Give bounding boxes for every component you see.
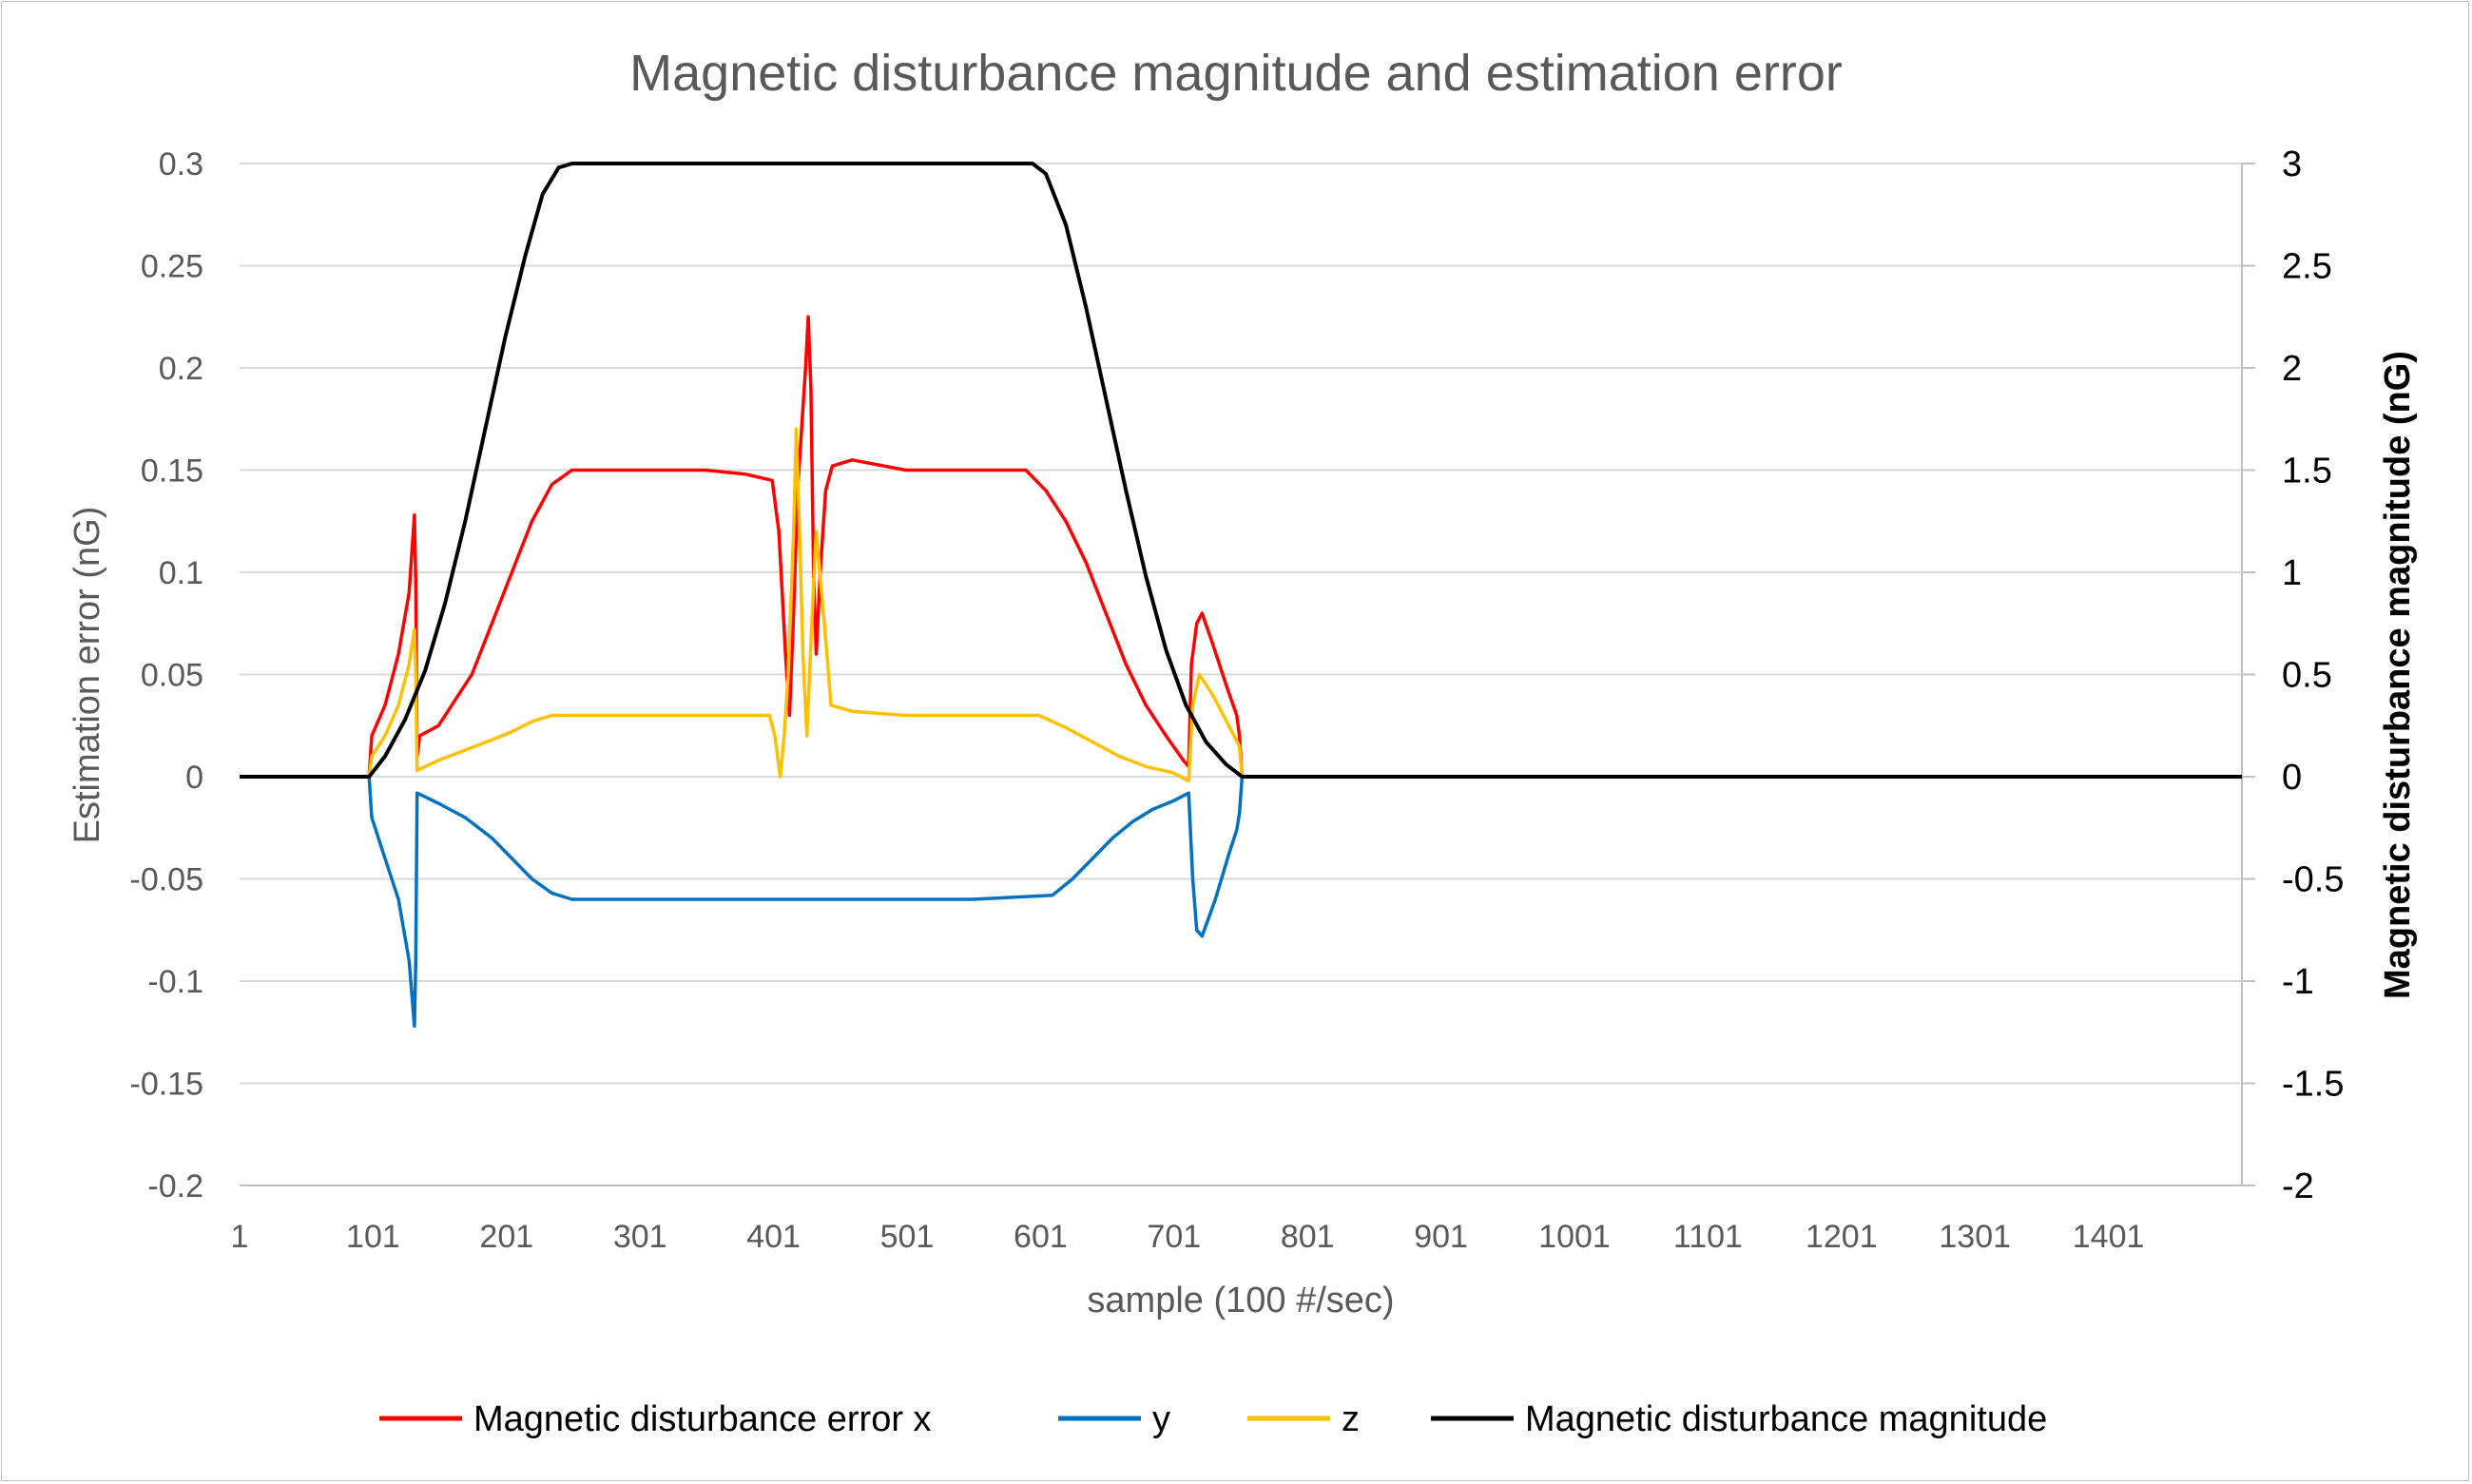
legend-label-2: z — [1342, 1399, 1360, 1439]
x-tick-label: 601 — [1014, 1219, 1068, 1255]
left-axis-ticks: 0.3 0.25 0.2 0.15 0.1 0.05 0 -0.05 -0.1 -0.15 -0.2 — [130, 146, 204, 1205]
x-tick-label: 1401 — [2073, 1219, 2145, 1255]
y-tick-label: 0.25 — [141, 249, 203, 285]
legend-label-3: Magnetic disturbance magnitude — [1525, 1399, 2047, 1439]
series-lines — [240, 162, 2242, 1029]
x-tick-label: 901 — [1414, 1219, 1468, 1255]
x-tick-label: 1201 — [1806, 1219, 1878, 1255]
gridlines — [240, 163, 2242, 1186]
x-tick-label: 501 — [880, 1219, 935, 1255]
y-tick-label: 0.2 — [159, 351, 203, 387]
right-axis-ticks: 3 2.5 2 1.5 1 0.5 0 -0.5 -1 -1.5 -2 — [2242, 145, 2344, 1206]
y2-tick-label: 0 — [2282, 758, 2302, 798]
legend-label-1: y — [1152, 1399, 1170, 1439]
legend: Magnetic disturbance error x y z Magnetic d… — [379, 1399, 2047, 1439]
y2-tick-label: 0.5 — [2282, 656, 2332, 696]
y2-tick-label: -1.5 — [2282, 1065, 2344, 1105]
y2-tick-label: 2 — [2282, 349, 2302, 389]
y-tick-label: -0.15 — [130, 1067, 204, 1103]
x-axis-ticks: 1 101 201 301 401 501 601 701 801 901 1001 1101 1201… — [231, 1219, 2145, 1255]
y-tick-label: -0.2 — [147, 1168, 203, 1205]
y-tick-label: 0.15 — [141, 453, 203, 490]
legend-label-0: Magnetic disturbance error x — [473, 1399, 932, 1439]
x-tick-label: 401 — [746, 1219, 801, 1255]
x-tick-label: 1101 — [1673, 1219, 1743, 1255]
y-tick-label: 0.1 — [159, 555, 203, 591]
y2-tick-label: 2.5 — [2282, 247, 2332, 287]
y-tick-label: 0 — [185, 760, 203, 796]
x-tick-label: 701 — [1147, 1219, 1201, 1255]
x-axis-label: sample (100 #/sec) — [1087, 1281, 1394, 1320]
series-line-1 — [240, 775, 2242, 1029]
x-tick-label: 1001 — [1538, 1219, 1611, 1255]
series-line-3 — [240, 162, 2242, 779]
x-tick-label: 101 — [346, 1219, 400, 1255]
x-tick-label: 1301 — [1939, 1219, 2011, 1255]
chart-title: Magnetic disturbance magnitude and estim… — [629, 45, 1843, 102]
y-tick-label: -0.05 — [130, 862, 204, 898]
x-tick-label: 1 — [231, 1219, 249, 1255]
y2-tick-label: 1 — [2282, 553, 2302, 593]
y2-tick-label: -0.5 — [2282, 860, 2344, 900]
y-tick-label: 0.05 — [141, 658, 203, 694]
y2-axis-label: Magnetic disturbance magnitude (nG) — [2378, 351, 2418, 999]
series-line-0 — [240, 315, 2242, 779]
x-tick-label: 201 — [479, 1219, 533, 1255]
y-tick-label: 0.3 — [159, 146, 203, 183]
x-tick-label: 801 — [1281, 1219, 1335, 1255]
y-axis-label: Estimation error (nG) — [68, 507, 107, 844]
x-tick-label: 301 — [613, 1219, 667, 1255]
series-line-2 — [240, 427, 2242, 783]
y2-tick-label: 1.5 — [2282, 452, 2332, 491]
y-tick-label: -0.1 — [147, 964, 203, 1000]
y2-tick-label: 3 — [2282, 145, 2302, 184]
y2-tick-label: -1 — [2282, 962, 2314, 1002]
y2-tick-label: -2 — [2282, 1166, 2314, 1206]
